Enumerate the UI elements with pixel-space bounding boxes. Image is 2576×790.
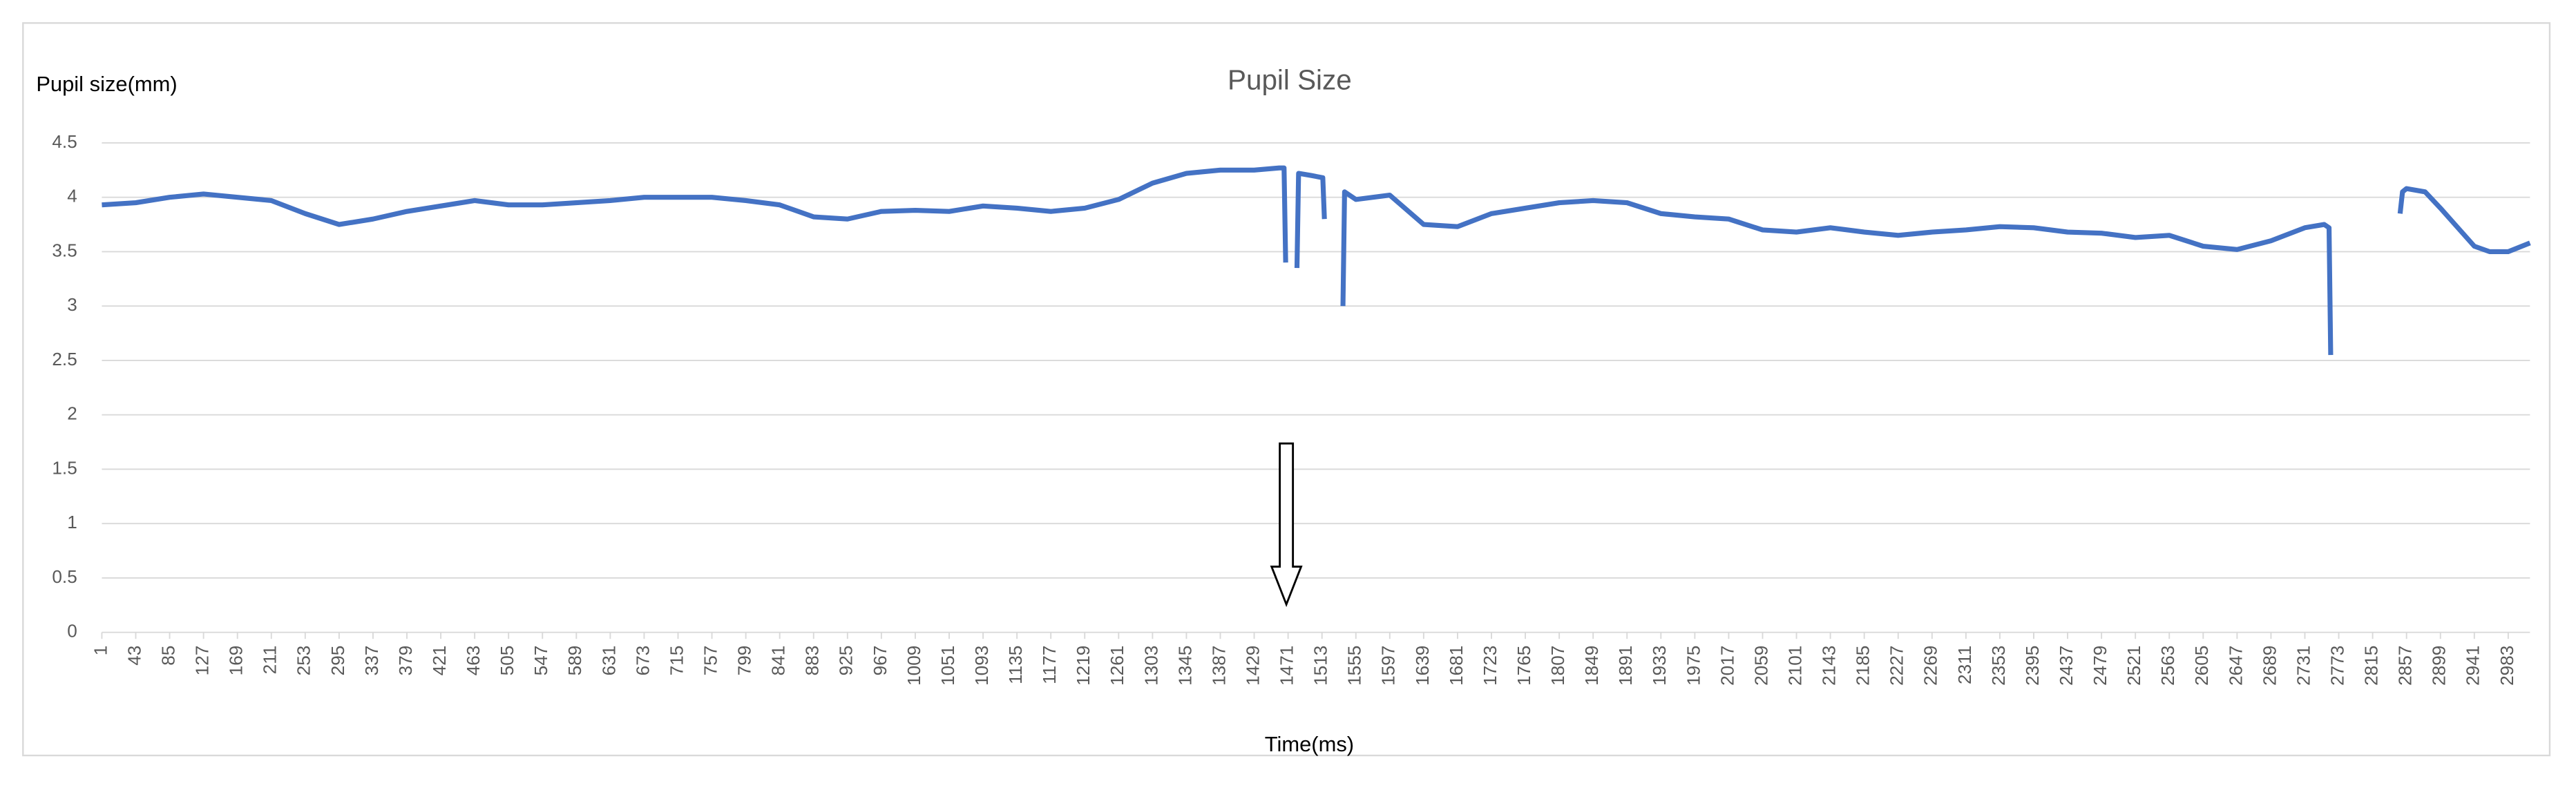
chart-border <box>22 22 2551 757</box>
x-tick-label: 1429 <box>1242 646 1263 686</box>
x-tick-label: 2647 <box>2225 646 2246 686</box>
x-tick-label: 2815 <box>2361 646 2382 686</box>
x-tick-label: 505 <box>497 646 517 676</box>
x-tick-label: 43 <box>124 646 144 666</box>
y-tick-label: 3 <box>67 294 77 315</box>
x-tick-label: 2395 <box>2022 646 2043 686</box>
x-tick-label: 1555 <box>1344 646 1365 686</box>
y-axis-title: Pupil size(mm) <box>36 72 177 96</box>
x-tick-label: 295 <box>327 646 348 676</box>
x-tick-label: 2185 <box>1853 646 1873 686</box>
x-tick-label: 2899 <box>2429 646 2450 686</box>
x-tick-label: 1681 <box>1446 646 1467 686</box>
x-tick-label: 2521 <box>2124 646 2144 686</box>
x-tick-label: 2689 <box>2259 646 2280 686</box>
x-tick-label: 1219 <box>1073 646 1094 686</box>
arrow-annotation <box>1270 442 1303 608</box>
x-tick-label: 2017 <box>1717 646 1737 686</box>
x-tick-label: 1975 <box>1683 646 1704 686</box>
x-tick-label: 1471 <box>1277 646 1297 686</box>
x-tick-label: 2227 <box>1887 646 1907 686</box>
x-tick-label: 2353 <box>1988 646 2009 686</box>
y-tick-label: 1.5 <box>52 457 77 478</box>
x-tick-label: 2983 <box>2497 646 2517 686</box>
chart-title: Pupil Size <box>1228 64 1352 96</box>
x-tick-label: 253 <box>294 646 314 676</box>
y-tick-label: 0 <box>67 621 77 642</box>
x-tick-label: 1135 <box>1005 646 1026 684</box>
x-tick-label: 1639 <box>1412 646 1433 686</box>
x-tick-label: 1387 <box>1208 646 1229 686</box>
x-tick-label: 631 <box>598 646 619 676</box>
x-tick-label: 2101 <box>1784 646 1805 686</box>
x-axis-title: Time(ms) <box>1265 732 1354 756</box>
x-tick-label: 841 <box>768 646 789 676</box>
x-tick-label: 337 <box>361 646 382 676</box>
x-tick-label: 2731 <box>2293 646 2313 686</box>
y-tick-label: 4 <box>67 186 77 206</box>
x-tick-label: 1093 <box>971 646 992 686</box>
x-tick-label: 1723 <box>1480 646 1500 686</box>
x-tick-label: 2605 <box>2191 646 2212 686</box>
x-tick-label: 547 <box>531 646 551 676</box>
x-tick-label: 2059 <box>1750 646 1771 686</box>
x-tick-label: 715 <box>666 646 687 676</box>
x-tick-label: 2143 <box>1819 646 1840 686</box>
x-tick-label: 2857 <box>2395 646 2416 686</box>
x-tick-label: 2269 <box>1920 646 1941 686</box>
x-tick-label: 757 <box>700 646 721 676</box>
x-tick-label: 2563 <box>2157 646 2178 686</box>
x-tick-label: 1051 <box>937 646 958 686</box>
x-tick-label: 1765 <box>1514 646 1534 686</box>
x-tick-label: 127 <box>192 646 213 676</box>
x-tick-label: 589 <box>564 646 585 676</box>
x-tick-label: 1891 <box>1615 646 1636 686</box>
x-tick-label: 1009 <box>904 646 924 686</box>
x-tick-label: 925 <box>836 646 857 676</box>
x-tick-label: 463 <box>463 646 484 676</box>
x-tick-label: 1261 <box>1107 646 1127 686</box>
x-tick-label: 2437 <box>2056 646 2077 686</box>
x-tick-label: 967 <box>870 646 890 676</box>
x-tick-label: 2479 <box>2090 646 2110 686</box>
x-tick-label: 799 <box>734 646 755 676</box>
x-tick-label: 1933 <box>1649 646 1670 686</box>
x-tick-label: 1597 <box>1378 646 1399 686</box>
x-tick-label: 1807 <box>1547 646 1568 686</box>
x-tick-label: 1 <box>90 646 111 656</box>
x-tick-label: 379 <box>395 646 416 676</box>
x-tick-label: 673 <box>632 646 653 676</box>
x-tick-label: 85 <box>158 646 178 666</box>
x-tick-label: 2311 <box>1954 646 1975 684</box>
x-tick-label: 883 <box>802 646 823 676</box>
y-tick-label: 4.5 <box>52 131 77 152</box>
x-tick-label: 1303 <box>1141 646 1161 686</box>
x-tick-label: 1513 <box>1310 646 1331 686</box>
x-tick-label: 421 <box>429 646 450 676</box>
x-tick-label: 169 <box>226 646 247 676</box>
y-tick-label: 3.5 <box>52 240 77 260</box>
x-tick-label: 1849 <box>1581 646 1602 686</box>
x-tick-label: 1177 <box>1039 646 1060 684</box>
x-tick-label: 2941 <box>2463 646 2483 686</box>
x-tick-label: 211 <box>260 646 280 675</box>
y-tick-label: 0.5 <box>52 566 77 587</box>
y-tick-label: 2 <box>67 403 77 424</box>
y-tick-label: 1 <box>67 512 77 532</box>
x-tick-label: 2773 <box>2327 646 2347 686</box>
y-tick-label: 2.5 <box>52 349 77 369</box>
data-line <box>102 165 2531 356</box>
x-tick-label: 1345 <box>1174 646 1195 686</box>
